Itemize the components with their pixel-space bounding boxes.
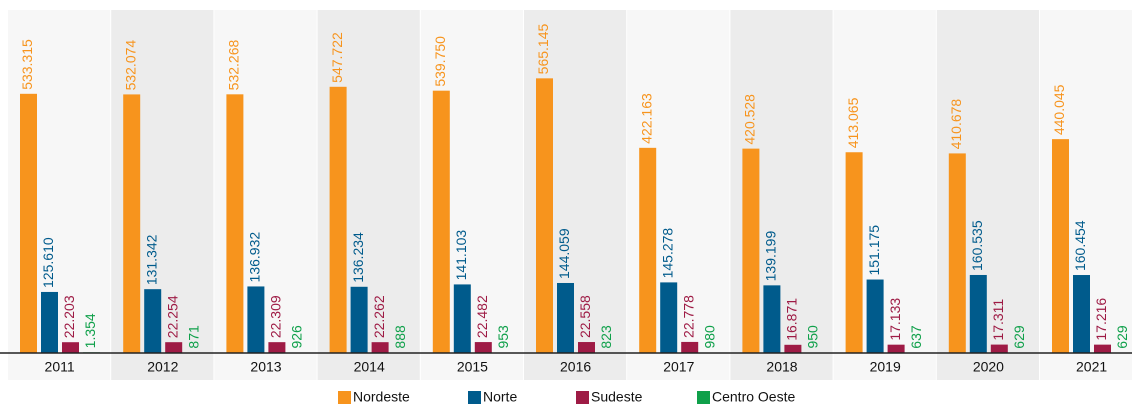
value-label: 629 (1114, 325, 1130, 349)
bar (433, 91, 450, 353)
value-label: 1.354 (82, 313, 98, 348)
legend-swatch (576, 391, 589, 404)
x-tick-label: 2021 (1076, 359, 1107, 375)
value-label: 637 (908, 325, 924, 349)
bar (1094, 345, 1111, 353)
value-label: 17.133 (887, 298, 903, 341)
value-label: 22.482 (474, 295, 490, 338)
bar (454, 284, 471, 353)
bar (639, 148, 656, 353)
value-label: 532.268 (226, 39, 242, 90)
value-label: 950 (805, 325, 821, 349)
legend-swatch (338, 391, 351, 404)
legend-swatch (468, 391, 481, 404)
x-tick-label: 2011 (45, 359, 75, 375)
value-label: 136.234 (350, 232, 366, 283)
value-label: 22.254 (164, 295, 180, 338)
bar (123, 94, 140, 353)
x-tick-label: 2015 (457, 359, 488, 375)
bar (888, 345, 905, 353)
x-tick-label: 2013 (250, 359, 281, 375)
value-label: 533.315 (19, 39, 35, 90)
bar (763, 285, 780, 353)
value-label: 888 (392, 325, 408, 349)
bar (247, 286, 264, 353)
value-label: 22.558 (577, 295, 593, 338)
value-label: 422.163 (638, 93, 654, 144)
bar (784, 345, 801, 353)
bar (536, 78, 553, 353)
value-label: 823 (598, 325, 614, 349)
bar (742, 149, 759, 353)
value-label: 16.871 (784, 298, 800, 341)
value-label: 144.059 (556, 228, 572, 279)
bar (268, 342, 285, 353)
bar (867, 280, 884, 353)
bar (41, 292, 58, 353)
value-label: 22.778 (680, 295, 696, 338)
x-tick-label: 2017 (663, 359, 694, 375)
bar (226, 94, 243, 353)
legend-label: Nordeste (353, 389, 410, 405)
value-label: 160.535 (969, 220, 985, 271)
value-label: 953 (495, 325, 511, 349)
bar (846, 152, 863, 353)
value-label: 629 (1011, 325, 1027, 349)
value-label: 131.342 (143, 234, 159, 285)
value-label: 22.203 (61, 295, 77, 338)
value-label: 151.175 (866, 225, 882, 276)
value-label: 532.074 (122, 40, 138, 91)
bar (165, 342, 182, 353)
value-label: 22.262 (371, 295, 387, 338)
bar (578, 342, 595, 353)
value-label: 410.678 (948, 99, 964, 150)
value-label: 440.045 (1051, 84, 1067, 135)
value-label: 413.065 (845, 97, 861, 148)
bar (970, 275, 987, 353)
bar (351, 287, 368, 353)
value-label: 139.199 (763, 231, 779, 282)
legend-swatch (697, 391, 710, 404)
bar (1052, 139, 1069, 353)
bar (144, 289, 161, 353)
legend-label: Centro Oeste (712, 389, 795, 405)
legend-label: Norte (483, 389, 517, 405)
bar (1073, 275, 1090, 353)
value-label: 125.610 (40, 237, 56, 288)
value-label: 136.932 (247, 232, 263, 283)
bar (62, 342, 79, 353)
x-tick-label: 2020 (973, 359, 1004, 375)
value-label: 539.750 (432, 36, 448, 87)
value-label: 926 (289, 325, 305, 349)
value-label: 160.454 (1072, 220, 1088, 271)
value-label: 17.311 (990, 299, 1006, 341)
x-tick-label: 2019 (870, 359, 901, 375)
value-label: 17.216 (1093, 298, 1109, 341)
legend-label: Sudeste (591, 389, 643, 405)
value-label: 141.103 (453, 230, 469, 281)
value-label: 420.528 (742, 94, 758, 145)
bar (475, 342, 492, 353)
bar (991, 345, 1008, 353)
value-label: 547.722 (329, 32, 345, 83)
bar (20, 94, 37, 353)
bar (681, 342, 698, 353)
bar (372, 342, 389, 353)
bar (330, 87, 347, 353)
value-label: 22.309 (268, 295, 284, 338)
x-tick-label: 2014 (354, 359, 385, 375)
x-tick-label: 2016 (560, 359, 591, 375)
bar (949, 153, 966, 353)
bar (557, 283, 574, 353)
value-label: 565.145 (535, 24, 551, 75)
value-label: 980 (701, 325, 717, 349)
x-tick-label: 2012 (147, 359, 178, 375)
x-tick-label: 2018 (766, 359, 797, 375)
value-label: 145.278 (659, 228, 675, 279)
bar (660, 282, 677, 353)
value-label: 871 (185, 325, 201, 349)
